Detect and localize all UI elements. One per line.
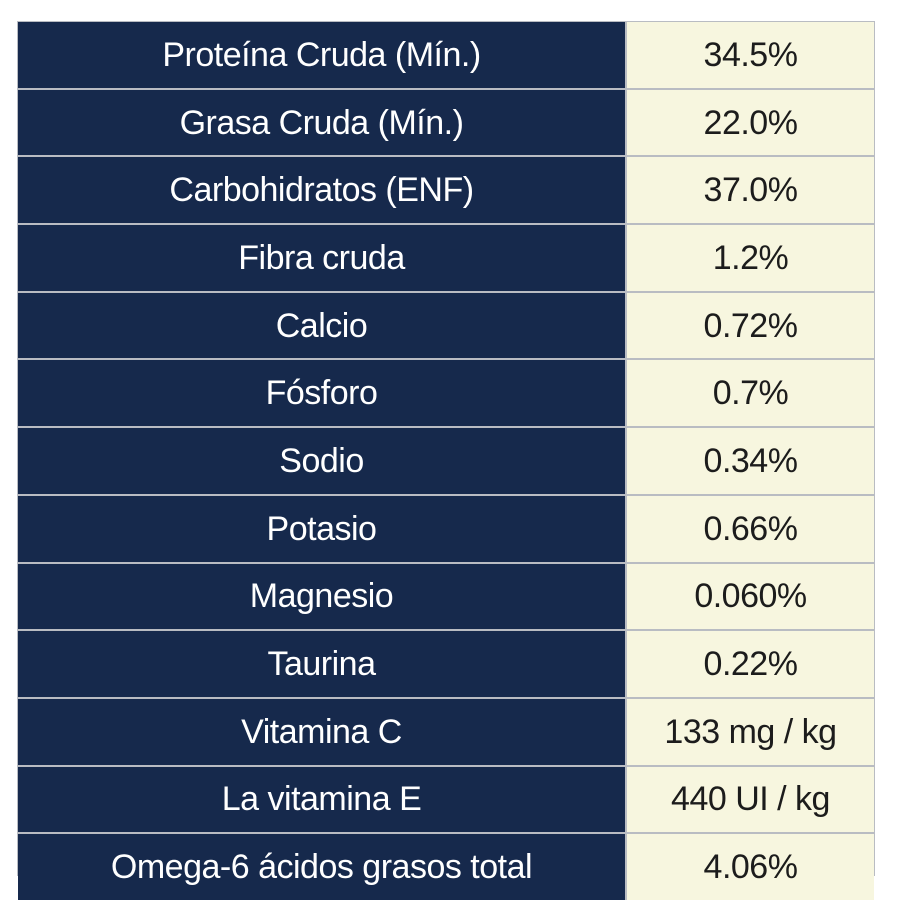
nutrient-value: 133 mg / kg (625, 696, 874, 767)
nutrient-label: Magnesio (18, 561, 627, 632)
table-row: Vitamina C 133 mg / kg (18, 696, 874, 767)
nutrition-table: Proteína Cruda (Mín.) 34.5% Grasa Cruda … (17, 21, 875, 900)
nutrient-label: Potasio (18, 493, 627, 564)
table-row: Omega-6 ácidos grasos total 4.06% (18, 832, 874, 900)
nutrient-label: Calcio (18, 290, 627, 361)
table-row: Calcio 0.72% (18, 290, 874, 361)
nutrient-label: Vitamina C (18, 696, 627, 767)
table-row: Grasa Cruda (Mín.) 22.0% (18, 87, 874, 158)
nutrient-label: Proteína Cruda (Mín.) (18, 22, 627, 90)
nutrient-label: Grasa Cruda (Mín.) (18, 87, 627, 158)
nutrient-value: 0.66% (625, 493, 874, 564)
nutrient-label: La vitamina E (18, 764, 627, 835)
nutrient-value: 22.0% (625, 87, 874, 158)
table-row: Proteína Cruda (Mín.) 34.5% (18, 22, 874, 90)
table-row: Magnesio 0.060% (18, 561, 874, 632)
nutrient-value: 440 UI / kg (625, 764, 874, 835)
nutrient-value: 34.5% (625, 22, 874, 90)
nutrient-value: 1.2% (625, 223, 874, 293)
nutrition-grid: Proteína Cruda (Mín.) 34.5% Grasa Cruda … (18, 22, 874, 900)
nutrient-label: Sodio (18, 426, 627, 496)
nutrient-value: 0.7% (625, 358, 874, 429)
table-row: Sodio 0.34% (18, 426, 874, 496)
table-row: Taurina 0.22% (18, 629, 874, 699)
table-row: La vitamina E 440 UI / kg (18, 764, 874, 835)
nutrient-value: 0.060% (625, 561, 874, 632)
nutrient-value: 4.06% (625, 832, 874, 900)
nutrient-value: 37.0% (625, 155, 874, 226)
nutrient-label: Omega-6 ácidos grasos total (18, 832, 627, 900)
nutrient-label: Carbohidratos (ENF) (18, 155, 627, 226)
table-row: Carbohidratos (ENF) 37.0% (18, 155, 874, 226)
nutrient-label: Fósforo (18, 358, 627, 429)
nutrient-label: Taurina (18, 629, 627, 699)
table-row: Potasio 0.66% (18, 493, 874, 564)
table-row: Fósforo 0.7% (18, 358, 874, 429)
nutrient-label: Fibra cruda (18, 223, 627, 293)
nutrient-value: 0.72% (625, 290, 874, 361)
table-row: Fibra cruda 1.2% (18, 223, 874, 293)
nutrient-value: 0.22% (625, 629, 874, 699)
nutrient-value: 0.34% (625, 426, 874, 496)
